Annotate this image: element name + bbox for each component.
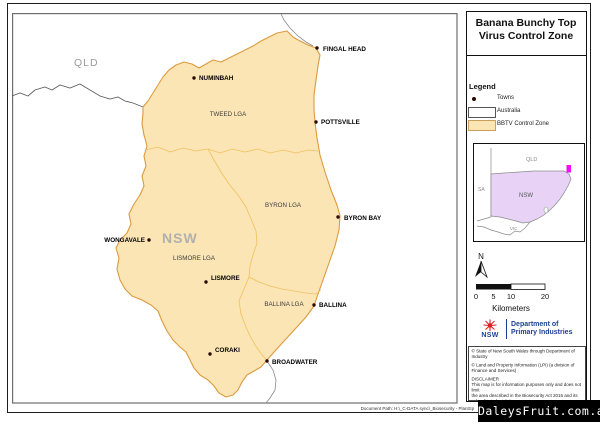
inset-nsw-polygon: [490, 170, 572, 224]
dpi-logo: NSW Department of Primary Industries: [476, 315, 586, 343]
scalebar-white-segment: [510, 283, 546, 290]
region-label-qld: QLD: [74, 57, 99, 69]
town-label-ballina: BALLINA: [319, 302, 347, 309]
lga-boundary-tweed-south: [144, 146, 319, 154]
lga-boundary-lismore-ballina: [248, 276, 322, 295]
town-label-wongavale: WONGAVALE: [104, 237, 145, 244]
logo-dept-line2: Primary Industries: [511, 329, 573, 336]
nsw-gov-mark: NSW: [476, 319, 504, 339]
lga-boundaries: [144, 146, 322, 361]
inset-label-qld: QLD: [526, 157, 537, 163]
town-dot-numinbah: [192, 76, 196, 80]
legend-item-towns: Towns: [497, 95, 515, 101]
title-separator: [466, 55, 587, 56]
lga-label-group: TWEED LGA BYRON LGA LISMORE LGA BALLINA …: [173, 111, 304, 308]
town-dot-fingal-head: [315, 46, 319, 50]
scalebar: 0 5 10 20 Kilometers: [474, 283, 549, 313]
scalebar-tick-0: 0: [474, 292, 478, 301]
town-dot-broadwater: [265, 359, 269, 363]
legend-bbtv-swatch: [468, 120, 496, 131]
credit-line-3: Finance and Services): [471, 368, 517, 373]
scalebar-tick-5: 5: [491, 292, 495, 301]
main-map: QLD NSW TWEED LGA BYRON LGA LISMORE LGA …: [12, 13, 458, 404]
scalebar-ticks: 0 5 10 20: [474, 292, 549, 301]
legend-town-dot-swatch: [472, 97, 476, 101]
title-line-2: Virus Control Zone: [478, 29, 574, 42]
region-label-nsw: NSW: [162, 230, 198, 246]
page-border: [7, 3, 591, 413]
town-dot-pottsville: [314, 120, 318, 124]
town-dot-byron-bay: [336, 215, 340, 219]
town-dot-wongavale: [147, 238, 151, 242]
legend-heading: Legend: [469, 82, 496, 91]
inset-map: QLD SA NSW VIC: [476, 148, 572, 236]
north-arrow-left-half: [475, 261, 481, 277]
inset-act-outline: [543, 206, 549, 214]
credits-box: © State of New South Wales through Depar…: [468, 346, 586, 401]
scalebar-tick-20: 20: [541, 292, 549, 301]
north-arrow-label: N: [478, 252, 484, 261]
legend-australia-swatch: [468, 107, 496, 118]
inset-label-sa: SA: [478, 187, 485, 193]
town-label-fingal-head: FINGAL HEAD: [323, 46, 366, 53]
scalebar-unit: Kilometers: [492, 304, 530, 313]
town-label-numinbah: NUMINBAH: [199, 75, 234, 82]
disclaimer-line-2: the area described in the Biosecurity Ac…: [471, 393, 578, 398]
disclaimer-line-3: subordinate legislation.: [472, 399, 586, 401]
north-arrow: N: [475, 252, 488, 279]
legend-item-australia: Australia: [497, 108, 521, 114]
legend-item-bbtv: BBTV Control Zone: [497, 121, 550, 127]
town-label-byron-bay: BYRON BAY: [344, 215, 382, 222]
credit-line-2: © Land and Property Information (LPI) (a…: [471, 362, 575, 368]
state-border-line: [12, 83, 144, 108]
disclaimer-line-1: This map is for information purposes onl…: [471, 382, 582, 393]
credit-line-1: © State of New South Wales through Depar…: [471, 348, 575, 360]
lga-label-ballina: BALLINA LGA: [264, 301, 304, 308]
inset-label-vic: VIC: [510, 226, 518, 231]
lga-boundary-byron-lismore: [207, 148, 258, 278]
logo-divider: [506, 319, 507, 339]
logo-dept-line1: Department of: [511, 320, 559, 328]
disclaimer-heading: DISCLAIMER: [471, 376, 500, 382]
town-label-coraki: CORAKI: [215, 347, 240, 354]
logo-department-text: Department of Primary Industries: [511, 321, 572, 338]
inset-control-zone-highlight: [566, 165, 571, 173]
coastline-north: [280, 13, 314, 47]
title-line-1: Banana Bunchy Top: [475, 17, 577, 29]
lga-boundary-ballina-south: [238, 276, 268, 361]
town-dots: [147, 46, 340, 363]
logo-nsw-text: NSW: [481, 332, 499, 339]
coastline-south: [265, 360, 277, 404]
lga-label-tweed: TWEED LGA: [210, 111, 247, 118]
scalebar-black-segment: [476, 284, 511, 290]
scalebar-tick-10: 10: [507, 292, 515, 301]
document-path: Document Path: H:\_C-DATA sync\_Biosecur…: [360, 406, 474, 411]
credits-text: © State of New South Wales through Depar…: [469, 347, 586, 401]
inset-label-nsw: NSW: [519, 193, 533, 199]
town-dot-ballina: [312, 303, 316, 307]
watermark: DaleysFruit.com.au: [478, 400, 600, 422]
town-label-broadwater: BROADWATER: [272, 359, 318, 366]
town-label-lismore: LISMORE: [211, 275, 240, 282]
lga-label-lismore: LISMORE LGA: [173, 255, 216, 262]
page-title: Banana Bunchy Top Virus Control Zone: [467, 17, 585, 42]
bbtv-control-zone-polygon: [115, 30, 341, 398]
town-dot-lismore: [204, 280, 208, 284]
north-arrow-right-half: [480, 260, 488, 279]
town-dot-coraki: [208, 352, 212, 356]
lga-label-byron: BYRON LGA: [265, 202, 302, 209]
town-label-pottsville: POTTSVILLE: [321, 119, 360, 126]
waratah-icon: [483, 319, 497, 331]
town-labels: FINGAL HEAD NUMINBAH POTTSVILLE BYRON BA…: [104, 46, 382, 366]
inset-vic-coastline: [476, 216, 531, 236]
